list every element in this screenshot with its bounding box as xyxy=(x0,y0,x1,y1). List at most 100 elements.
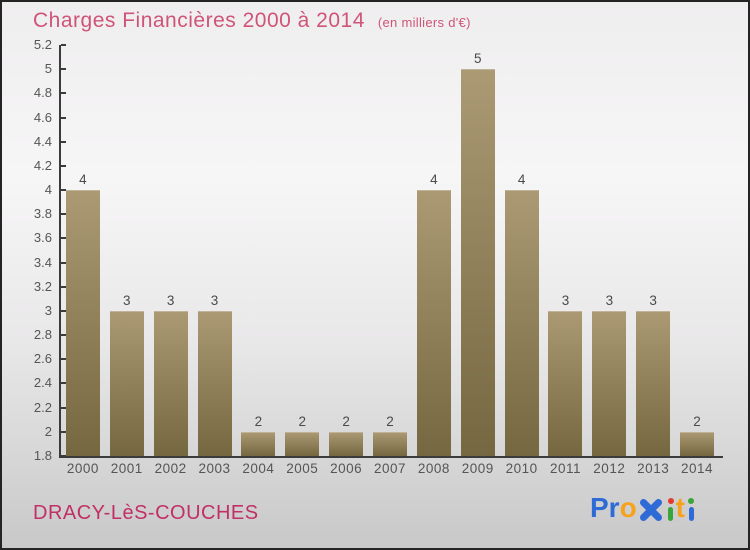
logo-letter-t: t xyxy=(675,492,685,523)
bar-value-label: 3 xyxy=(605,292,614,308)
y-tick-label: 3.6 xyxy=(33,230,52,246)
x-tick-label: 2004 xyxy=(242,461,275,476)
bar-2005 xyxy=(285,431,320,456)
y-tick-mark xyxy=(61,140,66,143)
chart-title: Charges Financières 2000 à 2014 xyxy=(33,9,365,32)
proxiti-logo: Pr o t xyxy=(590,494,696,522)
logo-letter-o: o xyxy=(619,492,637,523)
y-tick-label: 4.4 xyxy=(33,133,52,149)
y-tick-mark xyxy=(61,285,66,288)
logo-i-stem-green xyxy=(668,507,674,521)
footer: DRACY-LèS-COUCHES Pr o t xyxy=(2,486,748,548)
bar-value-label: 2 xyxy=(298,413,307,429)
y-tick-mark xyxy=(61,358,66,361)
chart-header: Charges Financières 2000 à 2014 (en milli… xyxy=(33,9,471,33)
logo-i-dot-green xyxy=(688,498,694,504)
y-tick-mark xyxy=(61,334,66,337)
y-tick-mark xyxy=(61,237,66,240)
y-tick-label: 1.8 xyxy=(33,448,52,463)
place-name: DRACY-LèS-COUCHES xyxy=(33,502,259,524)
x-tick-label: 2011 xyxy=(549,461,581,476)
y-tick-label: 3 xyxy=(44,302,52,318)
bar-value-label: 2 xyxy=(693,413,701,429)
y-tick-mark xyxy=(61,92,66,95)
bar-2011 xyxy=(548,310,583,456)
bar-2006 xyxy=(329,431,364,456)
bar-2010 xyxy=(504,190,539,456)
x-tick-label: 2014 xyxy=(681,461,714,476)
y-tick-label: 2.4 xyxy=(33,375,52,391)
bar-value-label: 3 xyxy=(166,292,175,308)
y-tick-label: 3.8 xyxy=(33,206,52,222)
bar-value-label: 2 xyxy=(254,413,263,429)
bar-2000 xyxy=(65,190,100,456)
y-tick-label: 4.2 xyxy=(33,157,52,173)
y-tick-label: 2.8 xyxy=(33,327,52,343)
y-tick-label: 2 xyxy=(44,423,52,439)
bar-value-label: 3 xyxy=(210,292,219,308)
x-tick-label: 2005 xyxy=(286,461,319,476)
logo-x-icon xyxy=(639,499,662,521)
logo-i-stem-blue xyxy=(688,507,694,521)
y-tick-mark xyxy=(61,44,66,46)
x-tick-label: 2006 xyxy=(330,461,363,476)
bar-value-label: 5 xyxy=(473,51,482,67)
y-axis-line xyxy=(59,45,61,456)
x-tick-label: 2010 xyxy=(505,461,538,476)
bar-value-label: 2 xyxy=(386,413,394,429)
bar-2012 xyxy=(592,310,627,456)
x-tick-label: 2008 xyxy=(417,461,450,476)
y-tick-mark xyxy=(61,68,66,71)
y-tick-mark xyxy=(61,164,66,167)
x-tick-label: 2007 xyxy=(373,461,407,476)
bar-2009 xyxy=(460,69,495,456)
logo-letter-i-blue xyxy=(688,498,694,521)
x-tick-label: 2013 xyxy=(637,461,670,476)
logo-letters-pr: Pr xyxy=(589,492,620,523)
y-tick-mark xyxy=(61,116,66,119)
x-tick-label: 2012 xyxy=(593,461,626,476)
y-tick-label: 3.2 xyxy=(33,278,52,294)
y-tick-mark xyxy=(61,261,66,264)
y-tick-label: 2.6 xyxy=(33,351,52,367)
bar-2002 xyxy=(153,310,188,456)
bar-value-label: 4 xyxy=(430,172,438,188)
x-axis-labels: 2000 2001 2002 2003 2004 2005 2006 2007 2008 2009… xyxy=(61,461,719,479)
bar-2004 xyxy=(241,431,276,456)
logo-i-dot-red xyxy=(667,498,674,504)
y-tick-mark xyxy=(61,430,66,433)
y-tick-mark xyxy=(61,213,66,216)
x-tick-label: 2003 xyxy=(198,461,231,476)
plot-area: 5.2 5 4.8 4.6 4.4 4.2 4 3.8 3.6 3.4 3.2 3 2.8 2.6 2.4 2… xyxy=(34,37,723,463)
y-tick-label: 2.2 xyxy=(33,399,52,415)
x-tick-label: 2001 xyxy=(110,461,143,476)
chart-subtitle: (en milliers d'€) xyxy=(377,15,471,30)
bar-2003 xyxy=(197,310,232,456)
bar-2001 xyxy=(109,310,144,456)
x-axis-line xyxy=(59,456,723,458)
y-tick-mark xyxy=(61,189,66,192)
y-tick-mark xyxy=(61,382,66,385)
bar-2014 xyxy=(680,431,715,456)
logo-letter-i-green xyxy=(667,498,674,521)
bar-value-label: 3 xyxy=(123,292,131,308)
y-tick-label: 4 xyxy=(44,182,52,198)
bar-value-label: 3 xyxy=(649,292,657,308)
bar-2013 xyxy=(636,310,671,456)
y-tick-label: 4.6 xyxy=(33,109,52,125)
bar-value-label: 2 xyxy=(342,413,350,429)
y-tick-label: 3.4 xyxy=(33,254,52,270)
bar-value-label: 4 xyxy=(79,172,87,188)
x-tick-label: 2000 xyxy=(66,461,99,476)
y-tick-mark xyxy=(61,406,66,409)
bar-value-label: 3 xyxy=(561,292,570,308)
y-tick-mark xyxy=(61,309,66,312)
bar-2008 xyxy=(416,190,451,456)
bar-2007 xyxy=(373,431,407,456)
x-tick-label: 2002 xyxy=(154,461,187,476)
y-tick-label: 5 xyxy=(44,61,52,77)
bar-value-label: 4 xyxy=(517,172,526,188)
y-tick-label: 4.8 xyxy=(33,85,52,101)
x-tick-label: 2009 xyxy=(461,461,494,476)
